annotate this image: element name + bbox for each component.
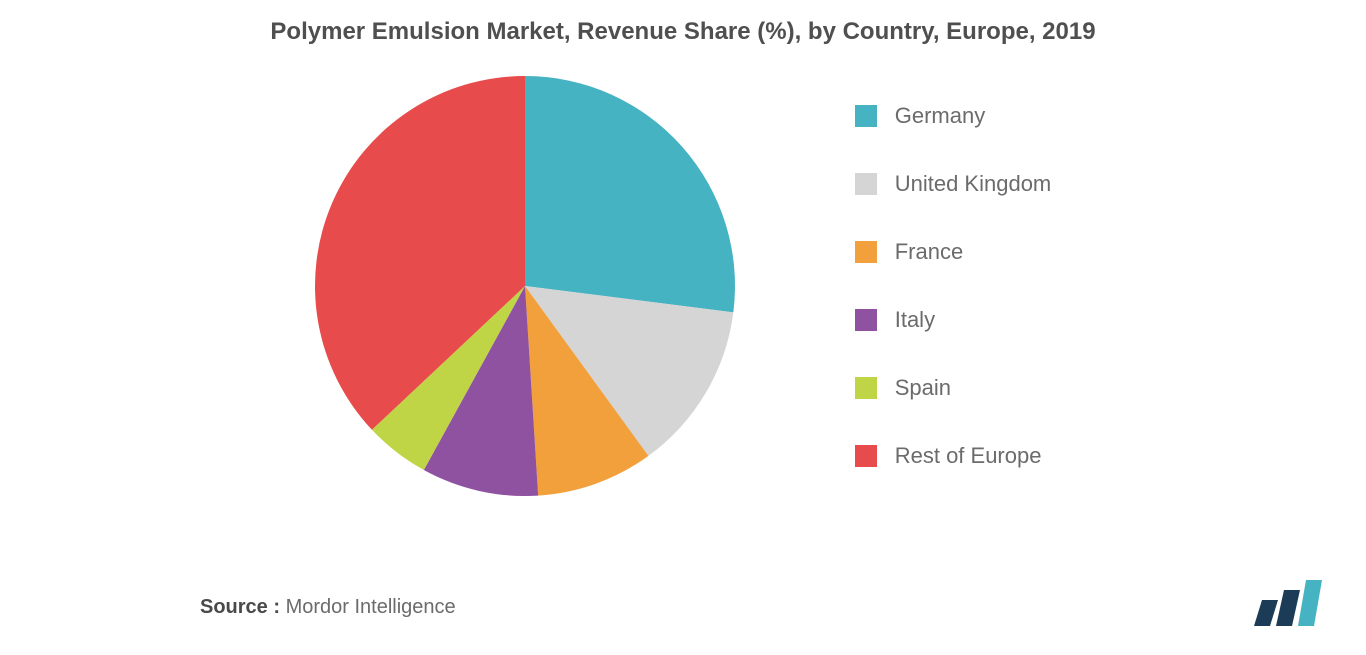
source-text: Mordor Intelligence xyxy=(286,596,456,618)
legend-label: Italy xyxy=(895,307,935,333)
brand-logo-icon xyxy=(1254,578,1324,626)
legend-swatch xyxy=(855,173,877,195)
logo-bar xyxy=(1276,590,1300,626)
legend-item: Germany xyxy=(855,103,1052,129)
legend-swatch xyxy=(855,241,877,263)
logo-bar xyxy=(1298,580,1322,626)
chart-row: Germany United Kingdom France Italy Spain Res… xyxy=(0,76,1366,496)
source-line: Source : Mordor Intelligence xyxy=(200,596,456,619)
legend-label: Spain xyxy=(895,375,951,401)
pie-chart xyxy=(315,76,735,496)
legend: Germany United Kingdom France Italy Spain Res… xyxy=(855,103,1052,469)
chart-title: Polymer Emulsion Market, Revenue Share (… xyxy=(0,0,1366,46)
legend-swatch xyxy=(855,377,877,399)
legend-item: France xyxy=(855,239,1052,265)
legend-item: Spain xyxy=(855,375,1052,401)
legend-label: Rest of Europe xyxy=(895,443,1042,469)
source-prefix: Source : xyxy=(200,596,286,618)
legend-item: Italy xyxy=(855,307,1052,333)
legend-swatch xyxy=(855,445,877,467)
legend-swatch xyxy=(855,105,877,127)
pie-chart-container xyxy=(315,76,735,496)
legend-item: United Kingdom xyxy=(855,171,1052,197)
legend-label: United Kingdom xyxy=(895,171,1052,197)
legend-item: Rest of Europe xyxy=(855,443,1052,469)
logo-bar xyxy=(1254,600,1278,626)
legend-label: Germany xyxy=(895,103,985,129)
legend-swatch xyxy=(855,309,877,331)
brand-logo xyxy=(1254,578,1324,631)
legend-label: France xyxy=(895,239,963,265)
pie-slice xyxy=(525,76,735,312)
